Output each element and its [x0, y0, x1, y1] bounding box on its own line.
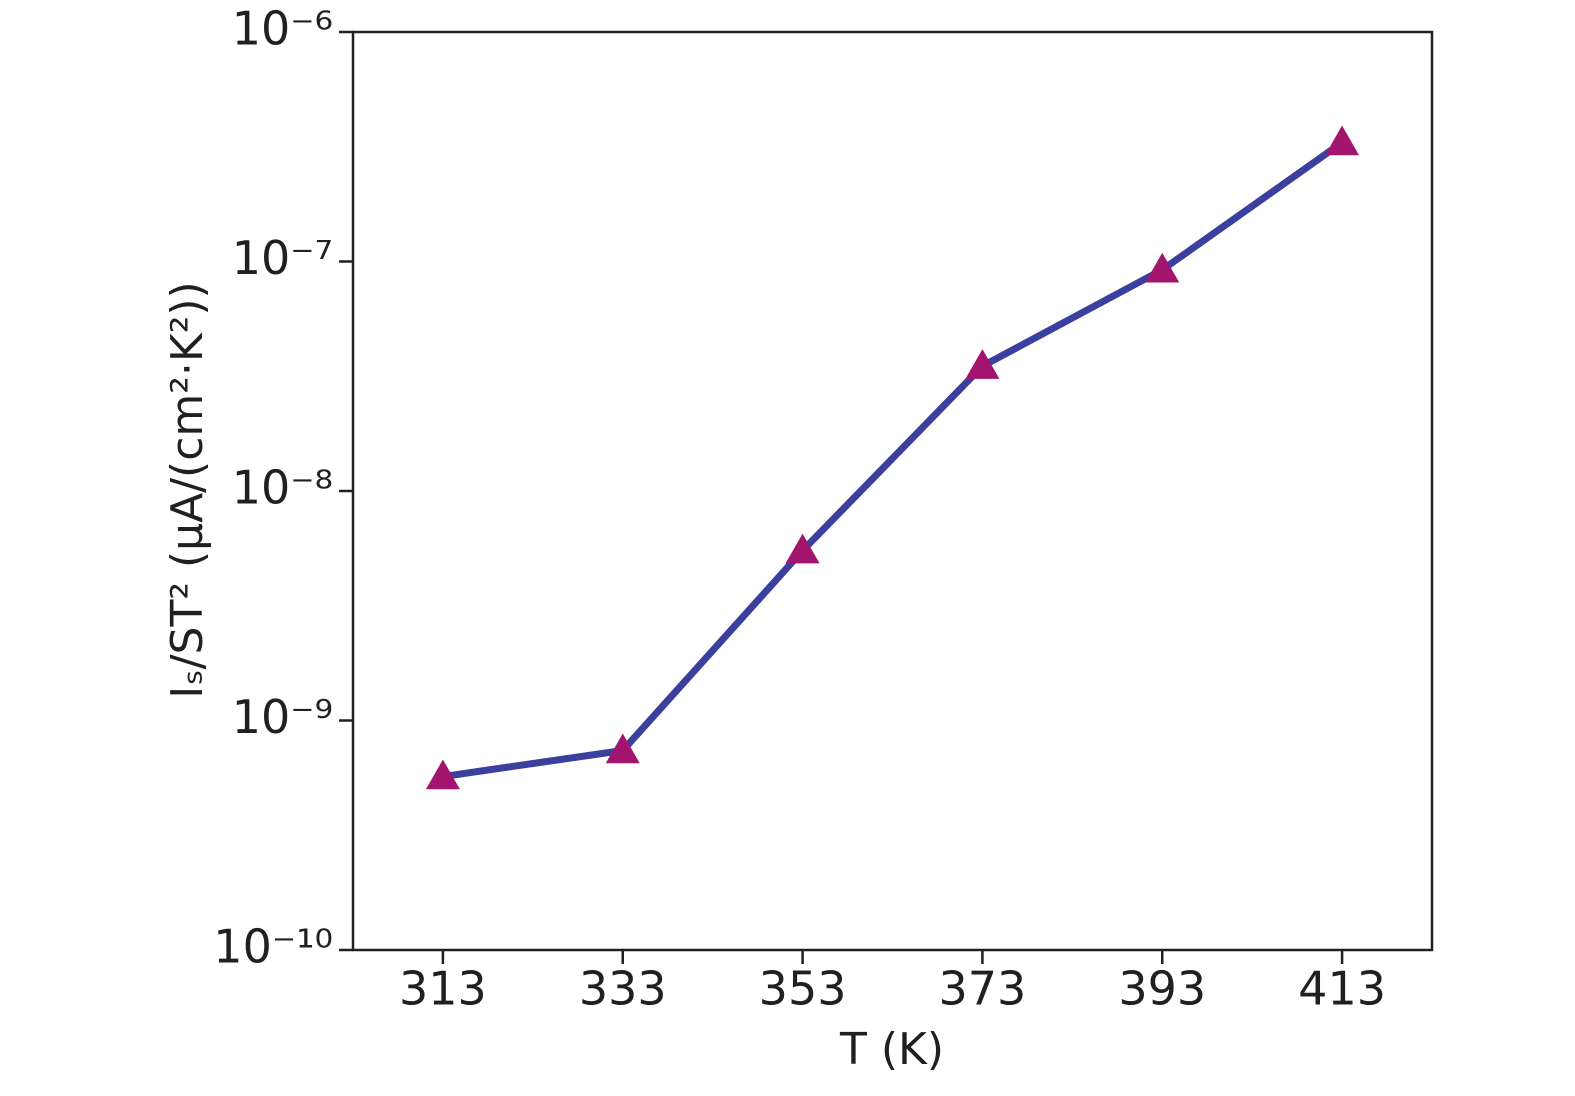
- x-tick-label: 373: [939, 962, 1027, 1016]
- x-tick-label: 413: [1298, 962, 1386, 1016]
- data-marker: [1145, 252, 1180, 283]
- y-axis-label: Iₛ/ST² (μA/(cm²·K²)): [162, 281, 213, 698]
- plot-frame: [351, 30, 1434, 952]
- y-tick-label: 10⁻⁷: [232, 231, 333, 285]
- x-axis-label: T (K): [839, 1024, 944, 1075]
- x-tick-label: 333: [579, 962, 667, 1016]
- data-line: [442, 139, 1345, 780]
- data-marker: [1325, 125, 1360, 156]
- data-marker: [425, 759, 460, 790]
- y-tick-label: 10⁻¹⁰: [213, 920, 333, 974]
- x-tick-label: 353: [759, 962, 847, 1016]
- data-marker: [605, 733, 640, 764]
- y-tick-label: 10⁻⁸: [232, 461, 333, 515]
- x-tick-label: 313: [399, 962, 487, 1016]
- y-tick-label: 10⁻⁶: [232, 2, 333, 56]
- y-tick-label: 10⁻⁹: [232, 690, 333, 744]
- data-marker: [965, 349, 1000, 379]
- x-tick-label: 393: [1118, 962, 1206, 1016]
- data-marker: [785, 533, 820, 564]
